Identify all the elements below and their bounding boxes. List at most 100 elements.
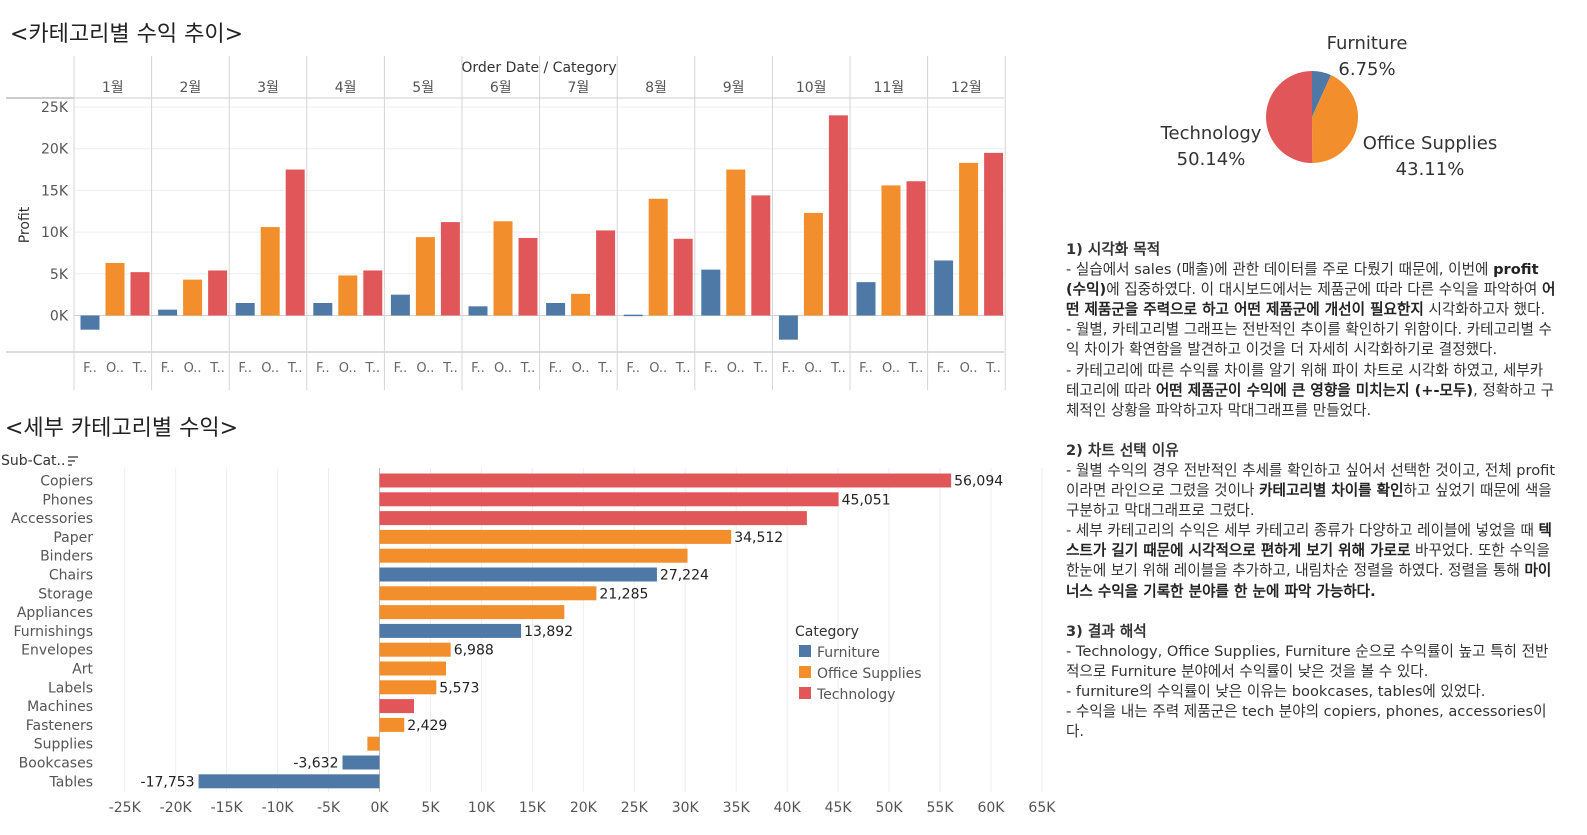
month-header-label: 2월 bbox=[180, 80, 202, 96]
subcategory-label: Storage bbox=[38, 586, 93, 602]
bar-furniture bbox=[158, 309, 178, 316]
notes-paragraph: - 월별 수익의 경우 전반적인 추세를 확인하고 싶어서 선택한 것이고, 전… bbox=[1066, 461, 1556, 521]
category-abbrev-label: F.. bbox=[394, 361, 408, 376]
data-label: -17,753 bbox=[141, 774, 195, 790]
bar-office-supplies bbox=[260, 227, 280, 316]
category-abbrev-label: O.. bbox=[649, 361, 667, 376]
x-tick-label: -10K bbox=[262, 800, 295, 816]
subcategory-label: Chairs bbox=[49, 568, 93, 584]
legend-item-label: Furniture bbox=[817, 645, 880, 661]
bar-office-supplies bbox=[183, 279, 203, 316]
legend-swatch bbox=[799, 687, 811, 699]
category-abbrev-label: T.. bbox=[364, 361, 380, 376]
subcategory-label: Appliances bbox=[17, 605, 93, 621]
bar-furniture bbox=[468, 306, 488, 316]
y-axis-label: Profit bbox=[17, 206, 33, 243]
bar-furniture bbox=[546, 302, 566, 316]
x-tick-label: 65K bbox=[1028, 800, 1056, 816]
pie-slice-percent: 6.75% bbox=[1338, 59, 1395, 80]
x-tick-label: -15K bbox=[211, 800, 244, 816]
x-tick-label: 50K bbox=[876, 800, 904, 816]
subcategory-label: Furnishings bbox=[13, 624, 93, 640]
body-text: - 세부 카테고리의 수익은 세부 카테고리 종류가 다양하고 레이블에 넣었을… bbox=[1066, 522, 1539, 540]
notes-paragraph: - 카테고리에 따른 수익률 차이를 알기 위해 파이 차트로 시각화 하였고,… bbox=[1066, 361, 1556, 421]
legend-swatch bbox=[799, 645, 811, 657]
bar-fasteners bbox=[379, 717, 405, 732]
month-header-label: 1월 bbox=[102, 80, 124, 96]
month-header-label: 10월 bbox=[796, 80, 827, 96]
bar-copiers bbox=[379, 473, 952, 488]
category-abbrev-label: F.. bbox=[782, 361, 796, 376]
bar-technology bbox=[596, 230, 616, 316]
bar-machines bbox=[379, 699, 414, 714]
bar-paper bbox=[379, 529, 732, 544]
x-tick-label: 45K bbox=[825, 800, 853, 816]
category-abbrev-label: T.. bbox=[209, 361, 225, 376]
bar-appliances bbox=[379, 605, 565, 620]
data-label: 21,285 bbox=[599, 586, 648, 602]
category-abbrev-label: T.. bbox=[752, 361, 768, 376]
data-label: 5,573 bbox=[439, 680, 479, 696]
category-abbrev-label: T.. bbox=[520, 361, 536, 376]
notes-paragraph: - furniture의 수익률이 낮은 이유는 bookcases, tabl… bbox=[1066, 682, 1556, 702]
emphasis-text: 마이너스 수익을 기록한 분야를 한 눈에 파악 가능하다. bbox=[1066, 562, 1552, 600]
category-abbrev-label: T.. bbox=[830, 361, 846, 376]
month-header-label: 11월 bbox=[873, 80, 904, 96]
notes-paragraph: - 실습에서 sales (매출)에 관한 데이터를 주로 다뤘기 때문에, 이… bbox=[1066, 260, 1556, 320]
subcategory-label: Fasteners bbox=[26, 718, 93, 734]
x-tick-label: 55K bbox=[927, 800, 955, 816]
legend-swatch bbox=[799, 666, 811, 678]
x-tick-label: -20K bbox=[160, 800, 193, 816]
x-tick-label: 60K bbox=[977, 800, 1005, 816]
category-abbrev-label: T.. bbox=[287, 361, 303, 376]
y-tick-label: 15K bbox=[41, 183, 69, 199]
bar-technology bbox=[984, 152, 1004, 316]
data-label: 13,892 bbox=[524, 624, 573, 640]
category-share-pie-chart: Furniture 6.75% Office Supplies 43.11% Techn… bbox=[1160, 33, 1498, 180]
bar-accessories bbox=[379, 511, 807, 526]
x-tick-label: 35K bbox=[723, 800, 751, 816]
x-tick-label: -25K bbox=[109, 800, 142, 816]
notes-paragraph: - 세부 카테고리의 수익은 세부 카테고리 종류가 다양하고 레이블에 넣었을… bbox=[1066, 521, 1556, 601]
bar-furnishings bbox=[379, 623, 522, 638]
category-abbrev-label: O.. bbox=[494, 361, 512, 376]
subcategory-label: Labels bbox=[48, 680, 93, 696]
x-tick-label: 40K bbox=[774, 800, 802, 816]
month-header-label: 4월 bbox=[335, 80, 357, 96]
emphasis-text: 카테고리별 차이를 확인 bbox=[1259, 482, 1404, 500]
emphasis-text: 어떤 제품군이 수익에 큰 영향을 미치는지 (+-모두) bbox=[1155, 381, 1474, 399]
subcategory-label: Art bbox=[72, 662, 93, 678]
bar-furniture bbox=[778, 315, 798, 340]
body-text: - 수익을 내는 주력 제품군은 tech 분야의 copiers, phone… bbox=[1066, 702, 1547, 741]
body-text: - 월별, 카테고리별 그래프는 전반적인 추이를 확인하기 위함이다. 카테고… bbox=[1066, 321, 1552, 359]
bar-office-supplies bbox=[105, 262, 125, 316]
category-abbrev-label: F.. bbox=[161, 361, 175, 376]
bar-envelopes bbox=[379, 642, 451, 657]
x-tick-label: 5K bbox=[421, 800, 440, 816]
x-tick-label: 30K bbox=[672, 800, 700, 816]
row-header: Sub-Cat.. bbox=[1, 453, 65, 469]
category-abbrev-label: F.. bbox=[626, 361, 640, 376]
notes-paragraph: - Technology, Office Supplies, Furniture… bbox=[1066, 642, 1556, 682]
bar-technology bbox=[130, 272, 150, 316]
category-abbrev-label: F.. bbox=[471, 361, 485, 376]
body-text: 에 집중하였다. 이 대시보드에서는 제품군에 따라 다른 수익을 파악하여 bbox=[1106, 281, 1542, 299]
bar-furniture bbox=[313, 302, 333, 316]
emphasis-text: 어떤 제품군을 주력으로 하고 어떤 제품군에 개선이 필요한지 bbox=[1066, 281, 1556, 319]
category-abbrev-label: T.. bbox=[132, 361, 148, 376]
bar-office-supplies bbox=[338, 275, 358, 316]
category-abbrev-label: T.. bbox=[442, 361, 458, 376]
body-text: - Technology, Office Supplies, Furniture… bbox=[1066, 642, 1549, 680]
month-header-label: 6월 bbox=[490, 80, 512, 96]
body-text: 시각화하고자 했다. bbox=[1423, 301, 1546, 319]
slice-office-supplies bbox=[1312, 75, 1358, 163]
bar-furniture bbox=[856, 282, 876, 316]
category-abbrev-label: T.. bbox=[908, 361, 924, 376]
bar-tables bbox=[198, 774, 380, 789]
subcategory-label: Envelopes bbox=[21, 643, 93, 659]
subcategory-label: Bookcases bbox=[19, 756, 93, 772]
data-label: 45,051 bbox=[842, 492, 891, 508]
subcategory-label: Phones bbox=[42, 492, 93, 508]
monthly-profit-chart: Order Date / Category 25K 20K 15K 10K 5K 0K Pro… bbox=[6, 56, 1006, 390]
sort-icon bbox=[68, 456, 78, 466]
